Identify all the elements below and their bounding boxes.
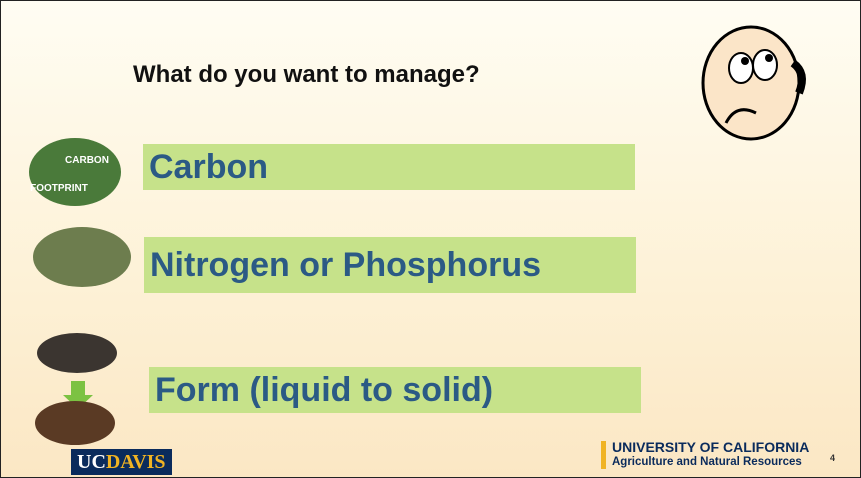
carbon-footprint-image: CARBON FOOTPRINT	[29, 137, 121, 207]
slide: What do you want to manage? CARBON FOOTP…	[0, 0, 861, 478]
logo-line: UNIVERSITY OF CALIFORNIA	[612, 440, 809, 455]
page-number: 4	[830, 453, 835, 463]
item-box: Carbon	[143, 144, 635, 190]
logo-text: DAVIS	[106, 451, 166, 473]
footprint-text: FOOTPRINT	[30, 183, 88, 194]
item-box: Nitrogen or Phosphorus	[144, 237, 636, 293]
thinking-man	[691, 13, 821, 153]
item-box: Form (liquid to solid)	[149, 367, 641, 413]
logo-bar	[601, 441, 606, 469]
title: What do you want to manage?	[133, 61, 480, 89]
logo-text: UC	[77, 451, 106, 473]
ucdavis-logo: UCDAVIS	[71, 449, 172, 475]
crop-image	[33, 227, 131, 287]
footprint-text: CARBON	[65, 155, 109, 166]
logo-line: Agriculture and Natural Resources	[612, 455, 809, 470]
ucanr-logo: UNIVERSITY OF CALIFORNIA Agriculture and…	[612, 440, 809, 470]
manure-images	[35, 331, 121, 446]
